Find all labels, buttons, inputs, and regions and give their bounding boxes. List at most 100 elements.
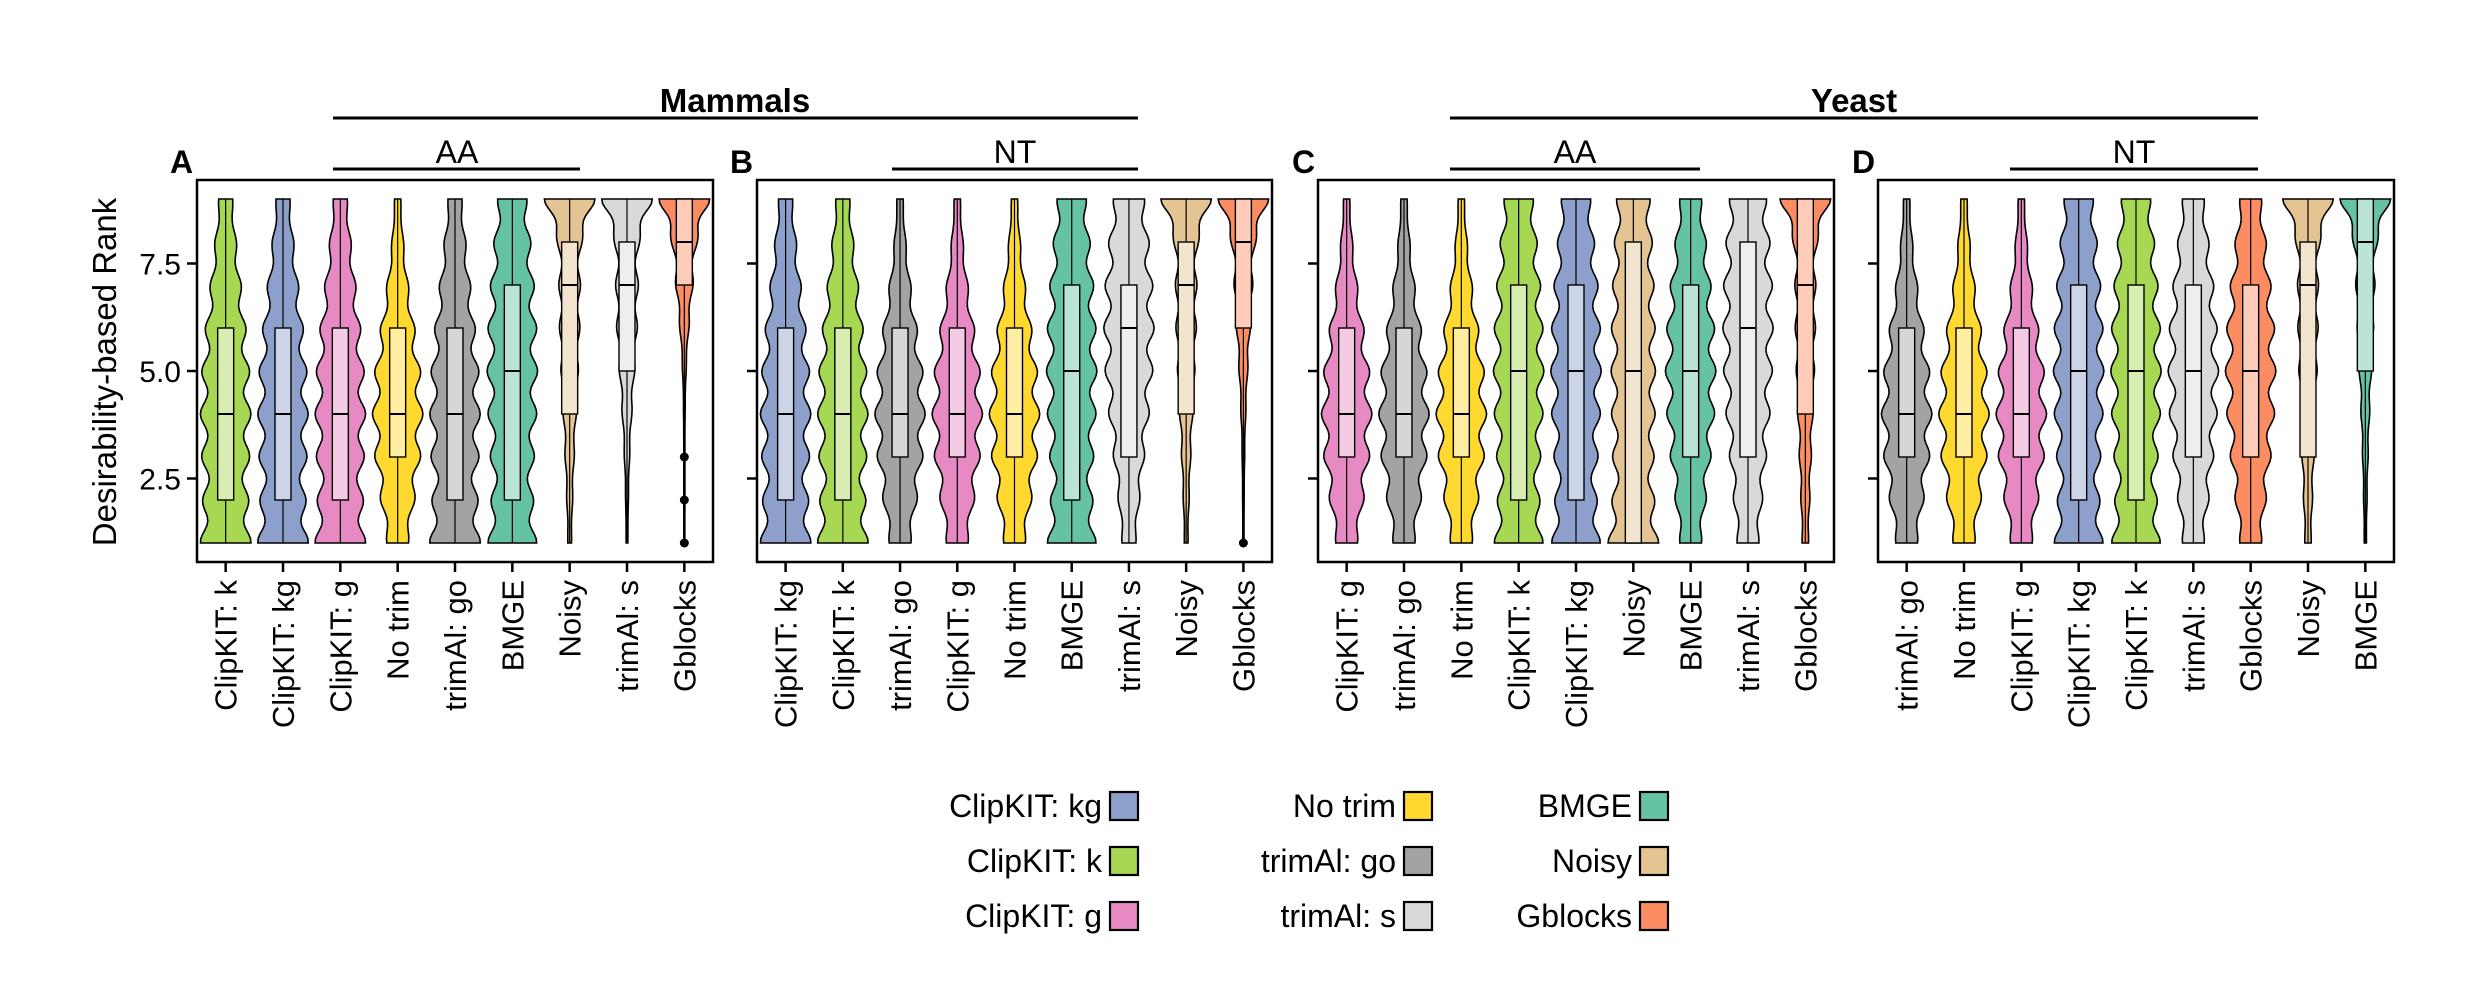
box-trimal-s — [618, 241, 636, 372]
box-clipkit-k — [1509, 284, 1528, 501]
panel-c-aa-label: AA — [1554, 134, 1597, 170]
legend-swatch — [1108, 790, 1140, 822]
box-clipkit-g — [1337, 327, 1356, 458]
legend-item-noisy: Noisy — [1552, 843, 1670, 879]
x-tick-label-trimal-go: trimAl: go — [1890, 580, 1925, 711]
x-tick-label-trimal-go: trimAl: go — [1387, 580, 1422, 711]
y-tick-label: 2.5 — [139, 464, 181, 497]
x-tick-label-clipkit-k: ClipKIT: k — [826, 580, 861, 711]
box-gblocks — [1234, 198, 1253, 329]
x-tick-label-clipkit-kg: ClipKIT: kg — [1559, 580, 1594, 728]
box-clipkit-g — [2012, 327, 2031, 458]
y-tick-label: 5.0 — [139, 356, 181, 389]
legend-label: ClipKIT: g — [965, 898, 1102, 934]
x-tick-label-clipkit-g: ClipKIT: g — [1330, 580, 1365, 713]
legend-label: Gblocks — [1516, 898, 1632, 934]
legend-label: ClipKIT: kg — [949, 788, 1102, 824]
yeast-label: Yeast — [1811, 82, 1897, 119]
box-no-trim — [1955, 327, 1973, 458]
x-tick-label-clipkit-g: ClipKIT: g — [323, 580, 358, 713]
x-tick-label-gblocks: Gblocks — [2234, 580, 2269, 692]
y-tick-label: 7.5 — [139, 249, 181, 282]
x-tick-label-clipkit-g: ClipKIT: g — [2004, 580, 2039, 713]
legend-swatch — [1108, 845, 1140, 877]
panel-c: C ClipKIT: g trimAl: go No trim ClipKIT: k C… — [1292, 144, 1836, 728]
group-headers: Mammals Yeast AA NT AA NT — [333, 82, 2258, 171]
x-tick-label-gblocks: Gblocks — [1226, 580, 1261, 692]
box-no-trim — [388, 327, 407, 458]
legend-item-no-trim: No trim — [1293, 788, 1434, 824]
x-tick-label-noisy: Noisy — [1169, 580, 1204, 658]
box-noisy — [1624, 241, 1643, 544]
x-tick-label-no-trim: No trim — [381, 580, 416, 680]
x-tick-label-clipkit-kg: ClipKIT: kg — [2062, 580, 2097, 728]
legend-swatch — [1638, 900, 1670, 932]
box-no-trim — [1452, 327, 1471, 458]
legend: ClipKIT: kg ClipKIT: k ClipKIT: g No trim tr… — [949, 788, 1670, 934]
x-tick-label-clipkit-k: ClipKIT: k — [1502, 580, 1537, 711]
mammals-label: Mammals — [660, 82, 810, 119]
box-trimal-s — [1739, 241, 1757, 458]
legend-label: ClipKIT: k — [967, 843, 1103, 879]
box-bmge — [2356, 198, 2375, 372]
x-tick-label-bmge: BMGE — [1674, 580, 1709, 671]
x-tick-label-clipkit-k: ClipKIT: k — [2119, 580, 2154, 711]
x-tick-label-clipkit-kg: ClipKIT: kg — [266, 580, 301, 728]
box-bmge — [1063, 284, 1081, 501]
legend-label: trimAl: s — [1280, 898, 1396, 934]
x-tick-label-noisy: Noisy — [553, 580, 588, 658]
panel-a-letter: A — [170, 144, 193, 180]
x-tick-label-trimal-s: trimAl: s — [1731, 580, 1766, 692]
box-gblocks — [1796, 198, 1815, 415]
legend-swatch — [1402, 900, 1434, 932]
legend-label: No trim — [1293, 788, 1396, 824]
box-trimal-s — [1120, 284, 1138, 458]
legend-item-trimal-s: trimAl: s — [1280, 898, 1434, 934]
legend-swatch — [1402, 845, 1434, 877]
outlier-point — [679, 452, 689, 462]
x-tick-label-trimal-go: trimAl: go — [883, 580, 918, 711]
x-tick-label-no-trim: No trim — [1947, 580, 1982, 680]
x-tick-label-trimal-s: trimAl: s — [1112, 580, 1147, 692]
legend-label: Noisy — [1552, 843, 1632, 879]
panel-d-letter: D — [1852, 144, 1875, 180]
box-clipkit-kg — [2069, 284, 2088, 501]
x-tick-label-clipkit-g: ClipKIT: g — [940, 580, 975, 713]
panel-b: B ClipKIT: kg ClipKIT: k trimAl: go ClipKIT… — [730, 144, 1274, 728]
panel-c-letter: C — [1292, 144, 1315, 180]
box-noisy — [2299, 241, 2317, 458]
box-clipkit-g — [948, 327, 966, 458]
x-tick-label-trimal-s: trimAl: s — [2176, 580, 2211, 692]
legend-item-clipkit-k: ClipKIT: k — [967, 843, 1140, 879]
panel-d: D trimAl: go No trim ClipKIT: g ClipKIT: kg… — [1852, 144, 2396, 728]
legend-item-clipkit-kg: ClipKIT: kg — [949, 788, 1140, 824]
legend-swatch — [1108, 900, 1140, 932]
x-tick-label-gblocks: Gblocks — [1788, 580, 1823, 692]
x-tick-label-gblocks: Gblocks — [667, 580, 702, 692]
x-tick-label-noisy: Noisy — [2291, 580, 2326, 658]
box-trimal-go — [1897, 327, 1916, 458]
box-clipkit-kg — [1567, 284, 1585, 501]
legend-label: BMGE — [1538, 788, 1632, 824]
x-tick-label-no-trim: No trim — [1444, 580, 1479, 680]
panel-d-nt-label: NT — [2113, 134, 2156, 170]
legend-swatch — [1638, 845, 1670, 877]
x-tick-label-clipkit-k: ClipKIT: k — [209, 580, 244, 711]
x-tick-label-bmge: BMGE — [2348, 580, 2383, 671]
panel-a-aa-label: AA — [436, 134, 479, 170]
legend-swatch — [1402, 790, 1434, 822]
legend-item-trimal-go: trimAl: go — [1261, 843, 1434, 879]
x-tick-label-trimal-s: trimAl: s — [610, 580, 645, 692]
box-noisy — [1177, 241, 1195, 415]
panel-b-nt-label: NT — [994, 134, 1037, 170]
x-tick-label-bmge: BMGE — [1055, 580, 1090, 671]
panel-a: A 2.5 5.0 7.5 ClipKIT: k ClipKIT: kg ClipKIT:… — [139, 144, 715, 728]
x-tick-label-no-trim: No trim — [998, 580, 1033, 680]
y-axis-title: Desirability-based Rank — [86, 197, 123, 546]
outlier-point — [679, 495, 689, 505]
outlier-point — [679, 538, 689, 548]
box-no-trim — [1005, 327, 1024, 458]
outlier-point — [1238, 538, 1248, 548]
x-tick-label-bmge: BMGE — [495, 580, 530, 671]
